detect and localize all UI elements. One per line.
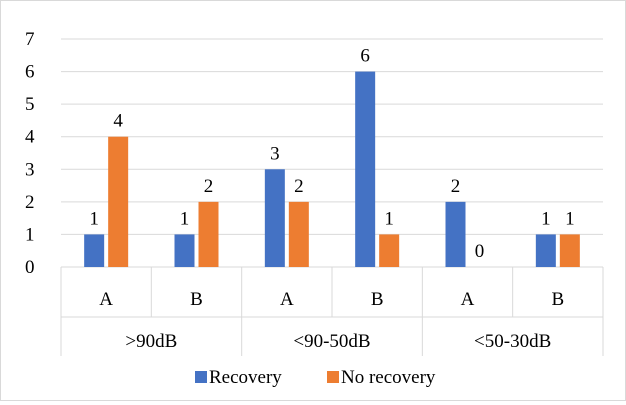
- y-tick-label: 5: [25, 94, 35, 115]
- y-axis-ticks: 0 1 2 3 4 5 6 7: [25, 29, 35, 278]
- x-tick-label: B: [190, 289, 203, 310]
- bar-recovery: [535, 234, 556, 267]
- category-labels: A B A B A B >90dB <90-50dB <50-30dB: [99, 289, 564, 352]
- group-label: <90-50dB: [293, 331, 370, 352]
- data-label: 1: [180, 208, 190, 229]
- gridlines: [61, 38, 603, 235]
- data-label: 3: [270, 143, 280, 164]
- legend-swatch: [327, 371, 339, 383]
- bar-no-recovery: [108, 136, 129, 267]
- x-tick-label: A: [280, 289, 294, 310]
- data-label: 4: [113, 111, 123, 132]
- y-tick-label: 0: [25, 257, 35, 278]
- y-tick-label: 2: [25, 192, 35, 213]
- bar-no-recovery: [559, 234, 580, 267]
- x-tick-label: A: [99, 289, 113, 310]
- data-label: 2: [294, 176, 304, 197]
- bar-recovery: [174, 234, 195, 267]
- legend-swatch: [195, 371, 207, 383]
- x-tick-label: B: [551, 289, 564, 310]
- bar-recovery: [264, 169, 285, 267]
- data-label: 1: [565, 208, 575, 229]
- y-tick-label: 4: [25, 127, 35, 148]
- legend-label: No recovery: [341, 367, 436, 388]
- data-label: 1: [89, 208, 99, 229]
- y-tick-label: 6: [25, 62, 35, 83]
- x-tick-label: B: [371, 289, 384, 310]
- x-tick-label: A: [461, 289, 475, 310]
- bar-no-recovery: [288, 201, 309, 267]
- data-label: 2: [451, 176, 461, 197]
- bar-no-recovery: [379, 234, 400, 267]
- data-label: 1: [541, 208, 551, 229]
- data-label: 1: [384, 208, 394, 229]
- group-label: >90dB: [125, 331, 177, 352]
- legend: Recovery No recovery: [195, 367, 436, 388]
- data-label: 2: [204, 176, 214, 197]
- bar-recovery: [355, 71, 376, 267]
- bar-recovery: [84, 234, 105, 267]
- y-tick-label: 7: [25, 29, 35, 50]
- bars: [84, 71, 580, 267]
- legend-label: Recovery: [209, 367, 282, 388]
- bar-no-recovery: [198, 201, 219, 267]
- group-label: <50-30dB: [474, 331, 551, 352]
- data-label: 6: [360, 46, 370, 67]
- data-label: 0: [475, 241, 485, 262]
- bar-recovery: [445, 201, 466, 267]
- y-tick-label: 3: [25, 159, 35, 180]
- y-tick-label: 1: [25, 224, 35, 245]
- axes: [60, 266, 604, 356]
